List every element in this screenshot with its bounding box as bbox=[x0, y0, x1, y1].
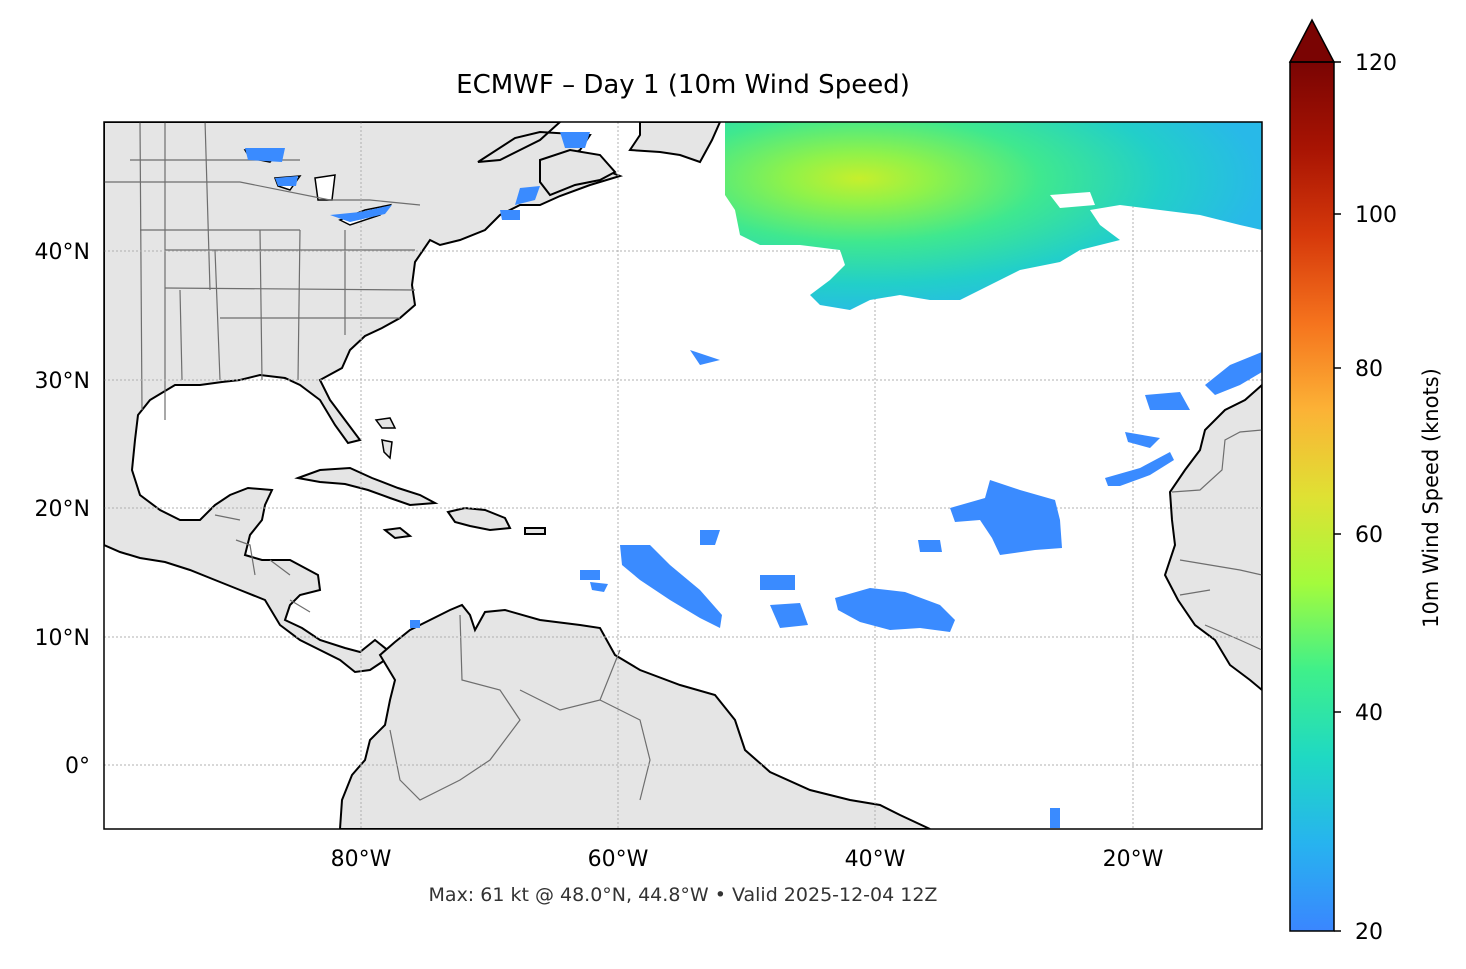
colorbar-ticks bbox=[1334, 61, 1341, 932]
puerto-rico bbox=[524, 527, 546, 535]
wind-patch bbox=[620, 545, 722, 628]
colorbar-tick-labels: 20 40 60 80 100 120 bbox=[1355, 51, 1397, 945]
wind-patch bbox=[835, 588, 955, 632]
wind-patch bbox=[770, 603, 808, 628]
colorbar-label: 10m Wind Speed (knots) bbox=[1419, 368, 1443, 628]
lat-tick-label: 20°N bbox=[35, 497, 90, 522]
colorbar-extend-arrow bbox=[1288, 18, 1336, 63]
lat-tick-label: 30°N bbox=[35, 369, 90, 394]
newfoundland bbox=[539, 148, 617, 197]
lon-axis: 80°W 60°W 40°W 20°W bbox=[331, 847, 1164, 872]
cuba bbox=[294, 466, 439, 507]
storm-wind-field bbox=[725, 122, 1262, 310]
lon-tick-label: 80°W bbox=[331, 847, 392, 872]
storm-gap bbox=[1050, 192, 1095, 208]
colorbar-gradient bbox=[1290, 62, 1334, 931]
lon-tick-label: 40°W bbox=[845, 847, 906, 872]
bahamas bbox=[374, 417, 397, 460]
colorbar-frame bbox=[1289, 61, 1335, 932]
lon-tick-label: 60°W bbox=[588, 847, 649, 872]
lat-tick-label: 10°N bbox=[35, 626, 90, 651]
lon-tick-label: 20°W bbox=[1103, 847, 1164, 872]
map-area bbox=[104, 122, 1262, 829]
wind-patch bbox=[760, 575, 795, 590]
wind-patch bbox=[950, 480, 1062, 555]
colorbar-tick-label: 120 bbox=[1355, 51, 1397, 76]
colorbar: 20 40 60 80 100 120 10m Wind Speed (knot… bbox=[1288, 18, 1443, 945]
jamaica bbox=[382, 526, 413, 540]
map-title: ECMWF – Day 1 (10m Wind Speed) bbox=[456, 70, 910, 100]
map-frame bbox=[103, 121, 1263, 830]
colorbar-tick-label: 80 bbox=[1355, 357, 1383, 382]
hispaniola bbox=[446, 506, 512, 532]
colorbar-tick-label: 40 bbox=[1355, 701, 1383, 726]
wind-patch bbox=[1105, 452, 1174, 486]
greenland-tip bbox=[628, 122, 722, 164]
lat-axis: 40°N 30°N 20°N 10°N 0° bbox=[35, 240, 90, 779]
wind-speed-field bbox=[245, 122, 1262, 828]
great-lakes bbox=[243, 149, 393, 226]
country-borders bbox=[104, 122, 1262, 801]
map-footer: Max: 61 kt @ 48.0°N, 44.8°W • Valid 2025… bbox=[428, 884, 938, 906]
wind-patch bbox=[1205, 352, 1262, 395]
colorbar-tick-label: 60 bbox=[1355, 523, 1383, 548]
africa-landmass bbox=[1163, 383, 1262, 692]
lat-tick-label: 0° bbox=[65, 754, 90, 779]
colorbar-tick-label: 100 bbox=[1355, 203, 1397, 228]
colorbar-tick-label: 20 bbox=[1355, 920, 1383, 945]
lat-tick-label: 40°N bbox=[35, 240, 90, 265]
